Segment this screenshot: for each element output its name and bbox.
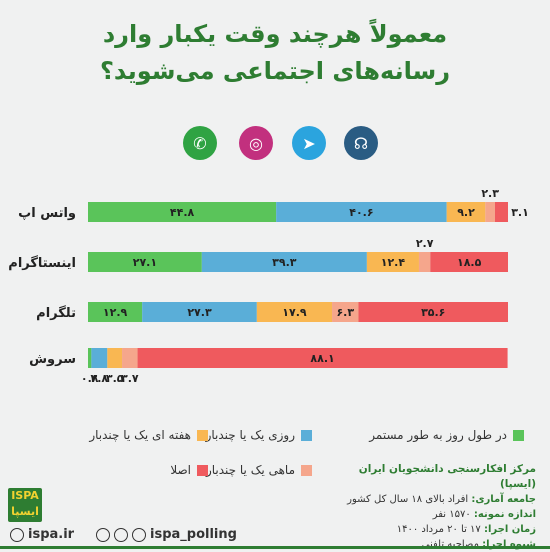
data-label: ۳.۵ (106, 372, 124, 385)
title-line-2: رسانه‌های اجتماعی می‌شوید؟ (99, 57, 451, 85)
method-row: شیوه اجرا: مصاحبه تلفنی (421, 539, 536, 550)
chart-title: معمولاً هرچند وقت یکبار وارد رسانه‌های ا… (40, 16, 510, 90)
data-label: ۶.۳ (336, 306, 354, 319)
category-label: واتس اپ (18, 206, 76, 221)
legend-swatch (197, 429, 208, 441)
bar-segment (88, 302, 143, 322)
social-links[interactable]: ispa_polling (96, 527, 237, 542)
data-label: ۳.۸ (91, 372, 109, 385)
data-label: ۳.۱ (511, 206, 529, 219)
bottom-rule (0, 546, 550, 549)
data-label: ۱۲.۹ (103, 306, 128, 319)
legend-label: روزی یک یا چندبار (205, 428, 295, 442)
bar-segment (446, 202, 486, 222)
bar-segment (276, 202, 447, 222)
population-row: جامعه آماری: افراد بالای ۱۸ سال کل کشور (347, 494, 536, 505)
org-name: مرکز افکارسنجی دانشجویان ایران (ایسپا) (358, 463, 536, 490)
data-label: ۲.۷ (416, 237, 434, 250)
data-label: ۱۸.۵ (457, 256, 482, 269)
bar-segment (418, 252, 431, 272)
data-label: ۳۹.۳ (272, 256, 297, 269)
instagram-icon: ◎ (239, 126, 273, 160)
data-label: ۲۷.۱ (133, 256, 157, 269)
legend-item-daily: روزی یک یا چندبار (206, 428, 312, 442)
category-label: تلگرام (36, 305, 76, 321)
data-label: ۲.۳ (481, 187, 499, 200)
data-label: ۹.۲ (457, 206, 475, 219)
data-label: ۱۷.۹ (282, 306, 307, 319)
bar-segment (122, 348, 138, 368)
bar-segment (256, 302, 333, 322)
bar-segment (88, 252, 202, 272)
legend-swatch (301, 464, 312, 476)
bar-segment (332, 302, 359, 322)
globe-icon (10, 527, 24, 542)
legend-label: اصلا (170, 463, 191, 477)
telegram-icon: ➤ (292, 126, 326, 160)
bar-segment (366, 252, 419, 272)
instagram-icon (132, 527, 146, 542)
bar-segment (142, 302, 257, 322)
data-label: ۳۵.۶ (421, 306, 445, 319)
bar-segment (494, 202, 508, 222)
data-label: ۰.۸ (81, 372, 99, 385)
legend-label: در طول روز به طور مستمر (369, 428, 507, 442)
bar-segment (201, 252, 367, 272)
sample-row: اندازه نمونه: ۱۵۷۰ نفر (432, 509, 536, 520)
legend-swatch (301, 429, 312, 441)
legend-swatch (197, 464, 208, 476)
bar-segment (430, 252, 508, 272)
bar-segment (485, 202, 495, 222)
legend-label: ماهی یک یا چندبار (205, 463, 295, 477)
soroush-icon: ☊ (344, 126, 378, 160)
data-label: ۴۴.۸ (170, 206, 195, 219)
bar-segment (107, 348, 123, 368)
bar-segment (358, 302, 508, 322)
data-label: ۸۸.۱ (310, 352, 334, 365)
legend-item-never: اصلا (170, 463, 208, 477)
legend-swatch (513, 429, 524, 441)
legend-item-monthly: ماهی یک یا چندبار (206, 463, 312, 477)
legend-item-weekly: هفته ای یک یا چندبار (89, 428, 208, 442)
website-text: ispa.ir (28, 527, 75, 542)
data-label: ۳.۷ (121, 372, 139, 385)
category-label: اینستاگرام (8, 255, 76, 271)
telegram-icon (114, 527, 128, 542)
category-label: سروش (29, 352, 76, 367)
website-link[interactable]: ispa.ir (10, 527, 74, 542)
bar-segment (88, 348, 92, 368)
title-line-1: معمولاً هرچند وقت یکبار وارد (102, 20, 448, 48)
bar-segment (88, 202, 277, 222)
data-label: ۱۲.۴ (381, 256, 406, 269)
data-label: ۲۷.۳ (187, 306, 212, 319)
bar-segment (91, 348, 108, 368)
time-row: زمان اجرا: ۱۷ تا ۲۰ مرداد ۱۴۰۰ (396, 524, 536, 535)
whatsapp-icon (96, 527, 110, 542)
survey-info: مرکز افکارسنجی دانشجویان ایران (ایسپا) ج… (346, 462, 536, 552)
data-label: ۴۰.۶ (349, 206, 373, 219)
whatsapp-icon: ✆ (183, 126, 217, 160)
legend-label: هفته ای یک یا چندبار (89, 428, 191, 442)
social-handle: ispa_polling (150, 527, 237, 542)
stacked-bar-chart: واتس اپ ۴۴.۸ ۴۰.۶ ۹.۲ ۲.۳ ۳.۱ اینستاگرام ۲۷.۱ ۳۹… (8, 187, 529, 385)
legend-item-continuous: در طول روز به طور مستمر (369, 428, 524, 442)
ispa-logo: ISPA ایسپا (8, 488, 42, 522)
bar-segment (137, 348, 508, 368)
